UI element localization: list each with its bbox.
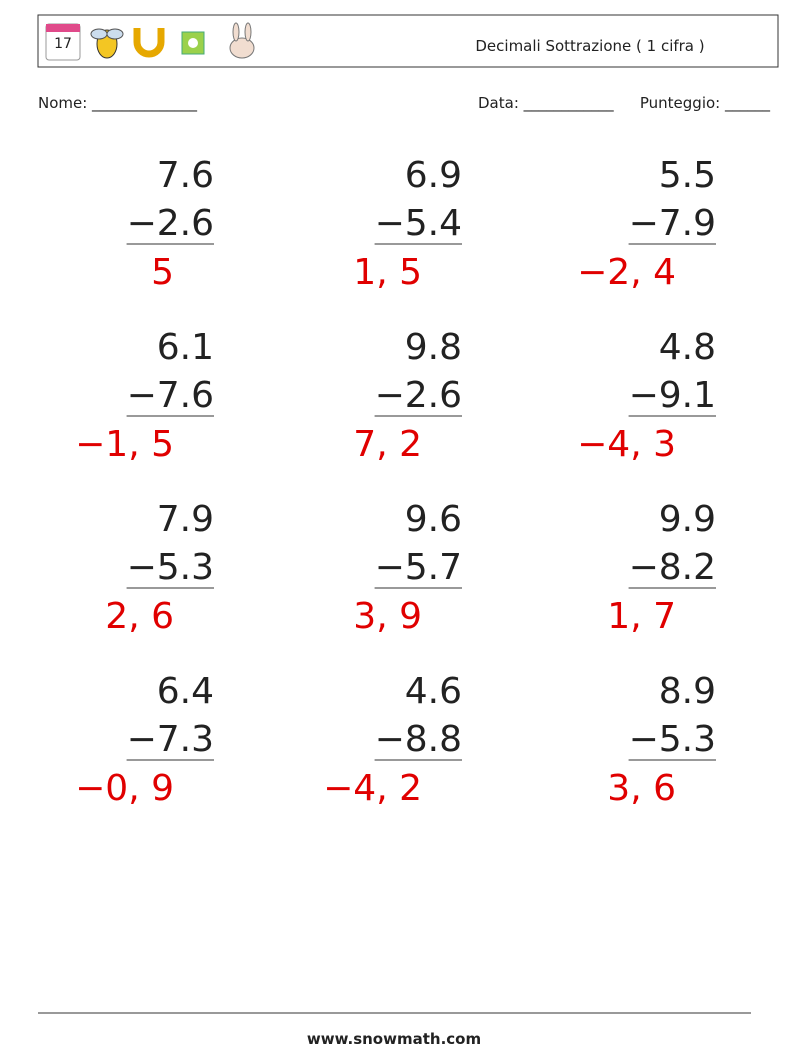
answer: −4, 3 bbox=[577, 424, 676, 465]
subtrahend: −8.2 bbox=[629, 547, 716, 588]
minuend: 8.9 bbox=[659, 671, 716, 712]
subtrahend: −8.8 bbox=[375, 719, 462, 760]
subtrahend: −9.1 bbox=[629, 375, 716, 416]
answer: 3, 6 bbox=[607, 768, 676, 809]
minuend: 6.4 bbox=[157, 671, 214, 712]
minuend: 6.1 bbox=[157, 327, 214, 368]
minuend: 9.8 bbox=[405, 327, 462, 368]
title: Decimali Sottrazione ( 1 cifra ) bbox=[475, 37, 704, 55]
answer: 3, 9 bbox=[353, 596, 422, 637]
date-field: Data: ____________ bbox=[478, 94, 614, 113]
answer: 1, 7 bbox=[607, 596, 676, 637]
subtrahend: −5.4 bbox=[375, 203, 462, 244]
subtrahend: −7.6 bbox=[127, 375, 214, 416]
answer: −1, 5 bbox=[75, 424, 174, 465]
subtrahend: −5.3 bbox=[127, 547, 214, 588]
subtrahend: −5.7 bbox=[375, 547, 462, 588]
subtrahend: −2.6 bbox=[127, 203, 214, 244]
minuend: 9.6 bbox=[405, 499, 462, 540]
answer: 7, 2 bbox=[353, 424, 422, 465]
answer: 2, 6 bbox=[105, 596, 174, 637]
answer: −2, 4 bbox=[577, 252, 676, 293]
header-box bbox=[37, 14, 779, 68]
subtrahend: −2.6 bbox=[375, 375, 462, 416]
answer: 1, 5 bbox=[353, 252, 422, 293]
answer: 5 bbox=[151, 252, 174, 293]
subtrahend: −7.9 bbox=[629, 203, 716, 244]
answer: −0, 9 bbox=[75, 768, 174, 809]
answer: −4, 2 bbox=[323, 768, 422, 809]
svg-text:17: 17 bbox=[54, 36, 72, 52]
header-icons: 17 bbox=[45, 22, 255, 61]
name-field: Nome: ______________ bbox=[38, 94, 198, 113]
footer-site: www.snowmath.com bbox=[307, 1030, 481, 1048]
score-field: Punteggio: ______ bbox=[640, 94, 771, 113]
minuend: 7.9 bbox=[157, 499, 214, 540]
subtrahend: −5.3 bbox=[629, 719, 716, 760]
minuend: 4.8 bbox=[659, 327, 716, 368]
subtrahend: −7.3 bbox=[127, 719, 214, 760]
minuend: 9.9 bbox=[659, 499, 716, 540]
minuend: 5.5 bbox=[659, 155, 716, 196]
minuend: 6.9 bbox=[405, 155, 462, 196]
minuend: 4.6 bbox=[405, 671, 462, 712]
problems: 7.6 −2.6 5 6.9 −5.4 1, 5 5.5 −7.9 −2, 4 6.1 −7.6 −1… bbox=[75, 155, 716, 809]
minuend: 7.6 bbox=[157, 155, 214, 196]
